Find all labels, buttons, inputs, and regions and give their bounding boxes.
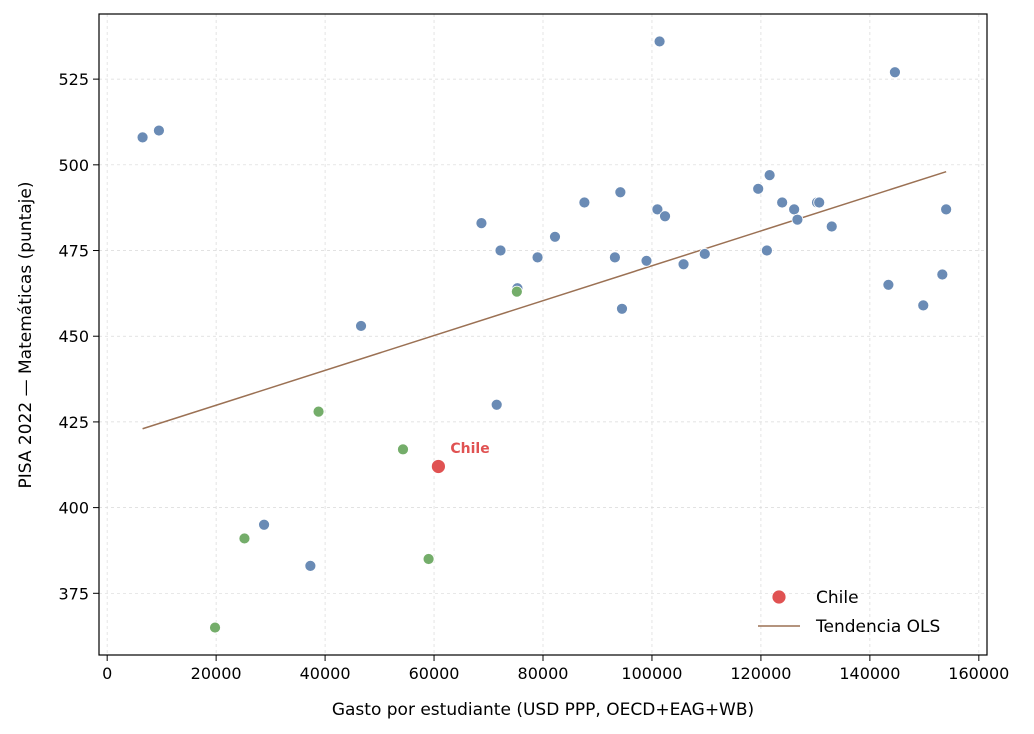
points-group	[136, 35, 953, 634]
oecd-point	[614, 186, 627, 199]
latam-point	[312, 405, 325, 418]
oecd-point	[698, 248, 711, 260]
oecd-point	[616, 302, 628, 315]
x-tick-label: 0	[102, 664, 112, 683]
oecd-point	[490, 398, 503, 411]
y-axis: 375 400 425 450 475 500 525	[58, 70, 99, 603]
oecd-point	[889, 66, 901, 79]
oecd-point	[791, 213, 804, 226]
oecd-point	[640, 254, 653, 267]
x-tick-label: 60000	[409, 664, 460, 683]
annotations: Chile	[450, 441, 489, 457]
oecd-point	[475, 217, 488, 229]
oecd-point	[825, 220, 838, 233]
oecd-point	[788, 203, 801, 216]
latam-point	[422, 553, 435, 565]
oecd-point	[153, 124, 165, 137]
trend-line-group	[142, 170, 947, 430]
latam-point	[397, 443, 409, 456]
trend-line	[142, 170, 947, 430]
y-tick-label: 475	[58, 242, 89, 261]
oecd-point	[936, 268, 949, 281]
oecd-point	[761, 244, 773, 257]
oecd-point	[578, 196, 591, 209]
y-tick-label: 425	[58, 413, 89, 432]
oecd-point	[917, 299, 930, 312]
oecd-point	[659, 210, 671, 223]
y-tick-label: 375	[58, 584, 89, 603]
oecd-point	[677, 258, 690, 271]
oecd-point	[813, 196, 826, 209]
oecd-point	[752, 182, 765, 195]
x-axis-title: Gasto por estudiante (USD PPP, OECD+EAG+…	[332, 700, 754, 720]
y-tick-label: 450	[58, 327, 89, 346]
latam-point	[510, 285, 523, 298]
chile-annotation: Chile	[450, 441, 489, 457]
oecd-point	[136, 131, 149, 144]
oecd-point	[531, 251, 544, 264]
oecd-point	[940, 203, 953, 216]
y-tick-label: 400	[58, 499, 89, 518]
legend: Chile Tendencia OLS	[758, 588, 940, 637]
legend-marker-chile	[771, 589, 787, 605]
y-tick-label: 525	[58, 70, 89, 89]
oecd-point	[651, 203, 664, 216]
grid	[99, 14, 987, 655]
y-tick-label: 500	[58, 156, 89, 175]
oecd-point	[549, 230, 561, 243]
oecd-point	[355, 320, 367, 332]
x-tick-label: 20000	[191, 664, 242, 683]
oecd-point	[304, 559, 317, 572]
x-tick-label: 80000	[518, 664, 569, 683]
latam-point	[238, 532, 251, 545]
oecd-point	[763, 169, 776, 182]
x-tick-label: 160000	[948, 664, 1009, 683]
y-axis-title: PISA 2022 — Matemáticas (puntaje)	[16, 182, 36, 489]
x-tick-label: 100000	[621, 664, 682, 683]
oecd-point	[494, 244, 507, 257]
x-tick-label: 140000	[839, 664, 900, 683]
latam-point	[209, 621, 221, 634]
x-tick-label: 120000	[730, 664, 791, 683]
oecd-point	[258, 518, 270, 531]
oecd-point	[653, 35, 666, 48]
chile-point	[431, 459, 446, 474]
legend-label-chile: Chile	[816, 588, 859, 608]
legend-label-trend: Tendencia OLS	[815, 617, 940, 637]
oecd-point	[776, 196, 789, 209]
oecd-point	[609, 251, 621, 264]
oecd-point	[882, 278, 895, 291]
x-tick-label: 40000	[300, 664, 351, 683]
x-axis: 0 20000 40000 60000 80000 100000 120000 140000 1…	[102, 655, 1009, 683]
